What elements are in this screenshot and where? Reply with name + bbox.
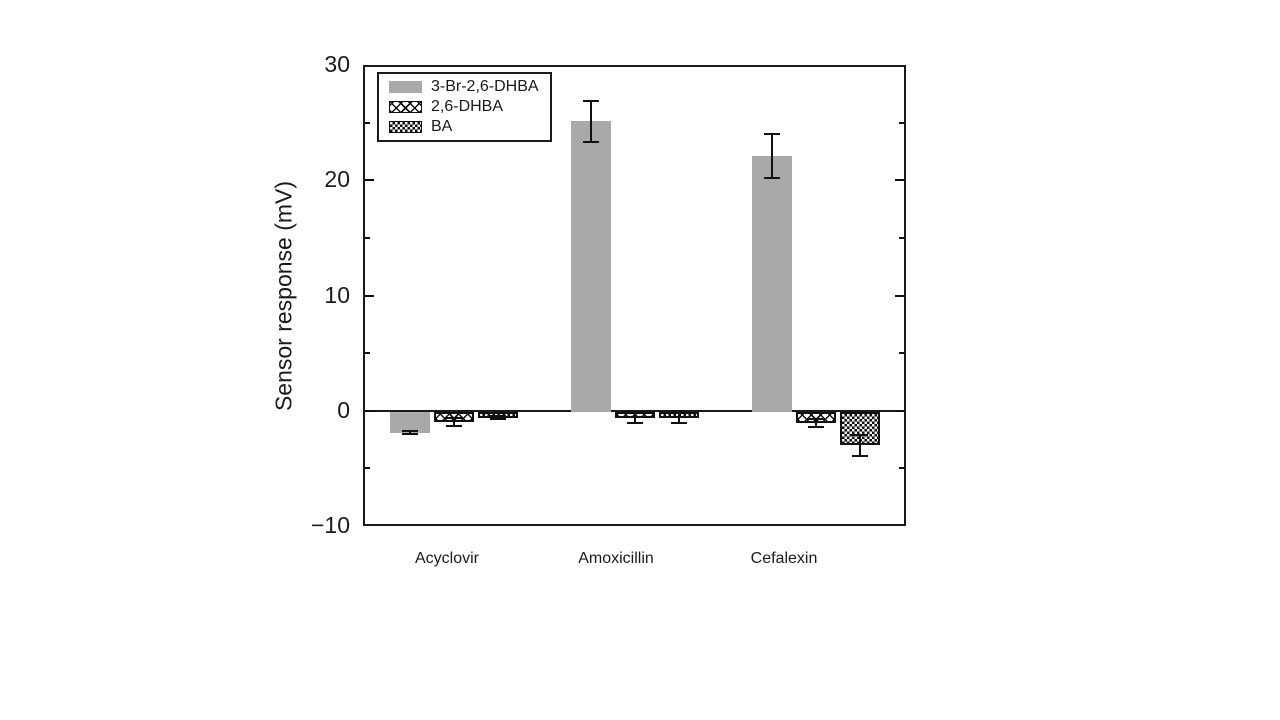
error-cap-bottom-acyclovir-2-6-dhba bbox=[445, 425, 462, 428]
error-cap-bottom-cefalexin-ba bbox=[851, 454, 868, 457]
y-minor-tick-right bbox=[899, 121, 904, 124]
y-major-tick-left bbox=[365, 409, 374, 412]
y-major-tick-right bbox=[895, 409, 904, 412]
legend-item-ba: BA bbox=[389, 119, 544, 135]
legend-item-3-br-2-6-dhba: 3-Br-2,6-DHBA bbox=[389, 79, 544, 95]
x-category-label-acyclovir: Acyclovir bbox=[414, 550, 480, 567]
error-cap-bottom-cefalexin-3-br-2-6-dhba bbox=[763, 176, 780, 179]
x-category-label-amoxicillin: Amoxicillin bbox=[578, 550, 654, 567]
y-major-tick-left bbox=[365, 294, 374, 297]
error-bar-acyclovir-ba bbox=[496, 415, 499, 420]
error-cap-top-amoxicillin-3-br-2-6-dhba bbox=[582, 99, 599, 102]
error-cap-top-acyclovir-2-6-dhba bbox=[445, 417, 462, 420]
error-cap-top-cefalexin-ba bbox=[851, 433, 868, 436]
legend-label: 2,6-DHBA bbox=[431, 98, 504, 115]
bar-cefalexin-3-br-2-6-dhba bbox=[751, 156, 792, 412]
legend-swatch-crosshatch bbox=[389, 101, 422, 113]
y-minor-tick-left bbox=[365, 352, 370, 355]
error-cap-bottom-amoxicillin-2-6-dhba bbox=[626, 422, 643, 425]
y-major-tick-right bbox=[895, 294, 904, 297]
legend: 3-Br-2,6-DHBA 2,6-DHBA BA bbox=[377, 72, 552, 142]
error-bar-cefalexin-ba bbox=[858, 434, 861, 456]
error-bar-cefalexin-2-6-dhba bbox=[814, 419, 817, 428]
error-cap-bottom-cefalexin-2-6-dhba bbox=[807, 426, 824, 429]
error-bar-acyclovir-3-br-2-6-dhba bbox=[408, 430, 411, 435]
error-cap-top-cefalexin-2-6-dhba bbox=[807, 418, 824, 421]
error-cap-top-acyclovir-ba bbox=[489, 414, 506, 417]
legend-swatch-checker bbox=[389, 121, 422, 133]
y-minor-tick-left bbox=[365, 236, 370, 239]
y-tick-label-0: 0 bbox=[337, 396, 350, 423]
error-bar-amoxicillin-3-br-2-6-dhba bbox=[589, 100, 592, 143]
error-cap-top-acyclovir-3-br-2-6-dhba bbox=[401, 429, 418, 432]
y-minor-tick-right bbox=[899, 467, 904, 470]
bar-acyclovir-3-br-2-6-dhba bbox=[389, 411, 430, 433]
error-cap-bottom-amoxicillin-ba bbox=[670, 421, 687, 424]
error-cap-top-amoxicillin-ba bbox=[670, 411, 687, 414]
error-bar-amoxicillin-ba bbox=[677, 412, 680, 423]
legend-label: BA bbox=[431, 118, 453, 135]
error-bar-acyclovir-2-6-dhba bbox=[452, 418, 455, 427]
error-bar-amoxicillin-2-6-dhba bbox=[633, 411, 636, 424]
legend-item-2-6-dhba: 2,6-DHBA bbox=[389, 99, 544, 115]
y-minor-tick-right bbox=[899, 352, 904, 355]
y-tick-label-30: 30 bbox=[324, 51, 350, 77]
y-minor-tick-right bbox=[899, 236, 904, 239]
error-bar-cefalexin-3-br-2-6-dhba bbox=[770, 134, 773, 178]
x-axis-zero-line bbox=[363, 409, 906, 412]
error-cap-bottom-acyclovir-3-br-2-6-dhba bbox=[401, 433, 418, 436]
y-major-tick-left bbox=[365, 179, 374, 182]
bar-amoxicillin-3-br-2-6-dhba bbox=[570, 121, 611, 412]
y-minor-tick-left bbox=[365, 467, 370, 470]
legend-label: 3-Br-2,6-DHBA bbox=[431, 78, 539, 95]
error-cap-top-cefalexin-3-br-2-6-dhba bbox=[763, 133, 780, 136]
y-major-tick-right bbox=[895, 179, 904, 182]
legend-swatch-solid-gray bbox=[389, 81, 422, 93]
y-tick-label-10: 10 bbox=[324, 281, 350, 308]
x-category-label-cefalexin: Cefalexin bbox=[750, 550, 818, 567]
error-cap-bottom-acyclovir-ba bbox=[489, 418, 506, 421]
y-tick-label-10: −10 bbox=[310, 512, 350, 538]
error-cap-top-amoxicillin-2-6-dhba bbox=[626, 410, 643, 413]
y-tick-label-20: 20 bbox=[324, 166, 350, 193]
y-minor-tick-left bbox=[365, 121, 370, 124]
error-cap-bottom-amoxicillin-3-br-2-6-dhba bbox=[582, 141, 599, 144]
